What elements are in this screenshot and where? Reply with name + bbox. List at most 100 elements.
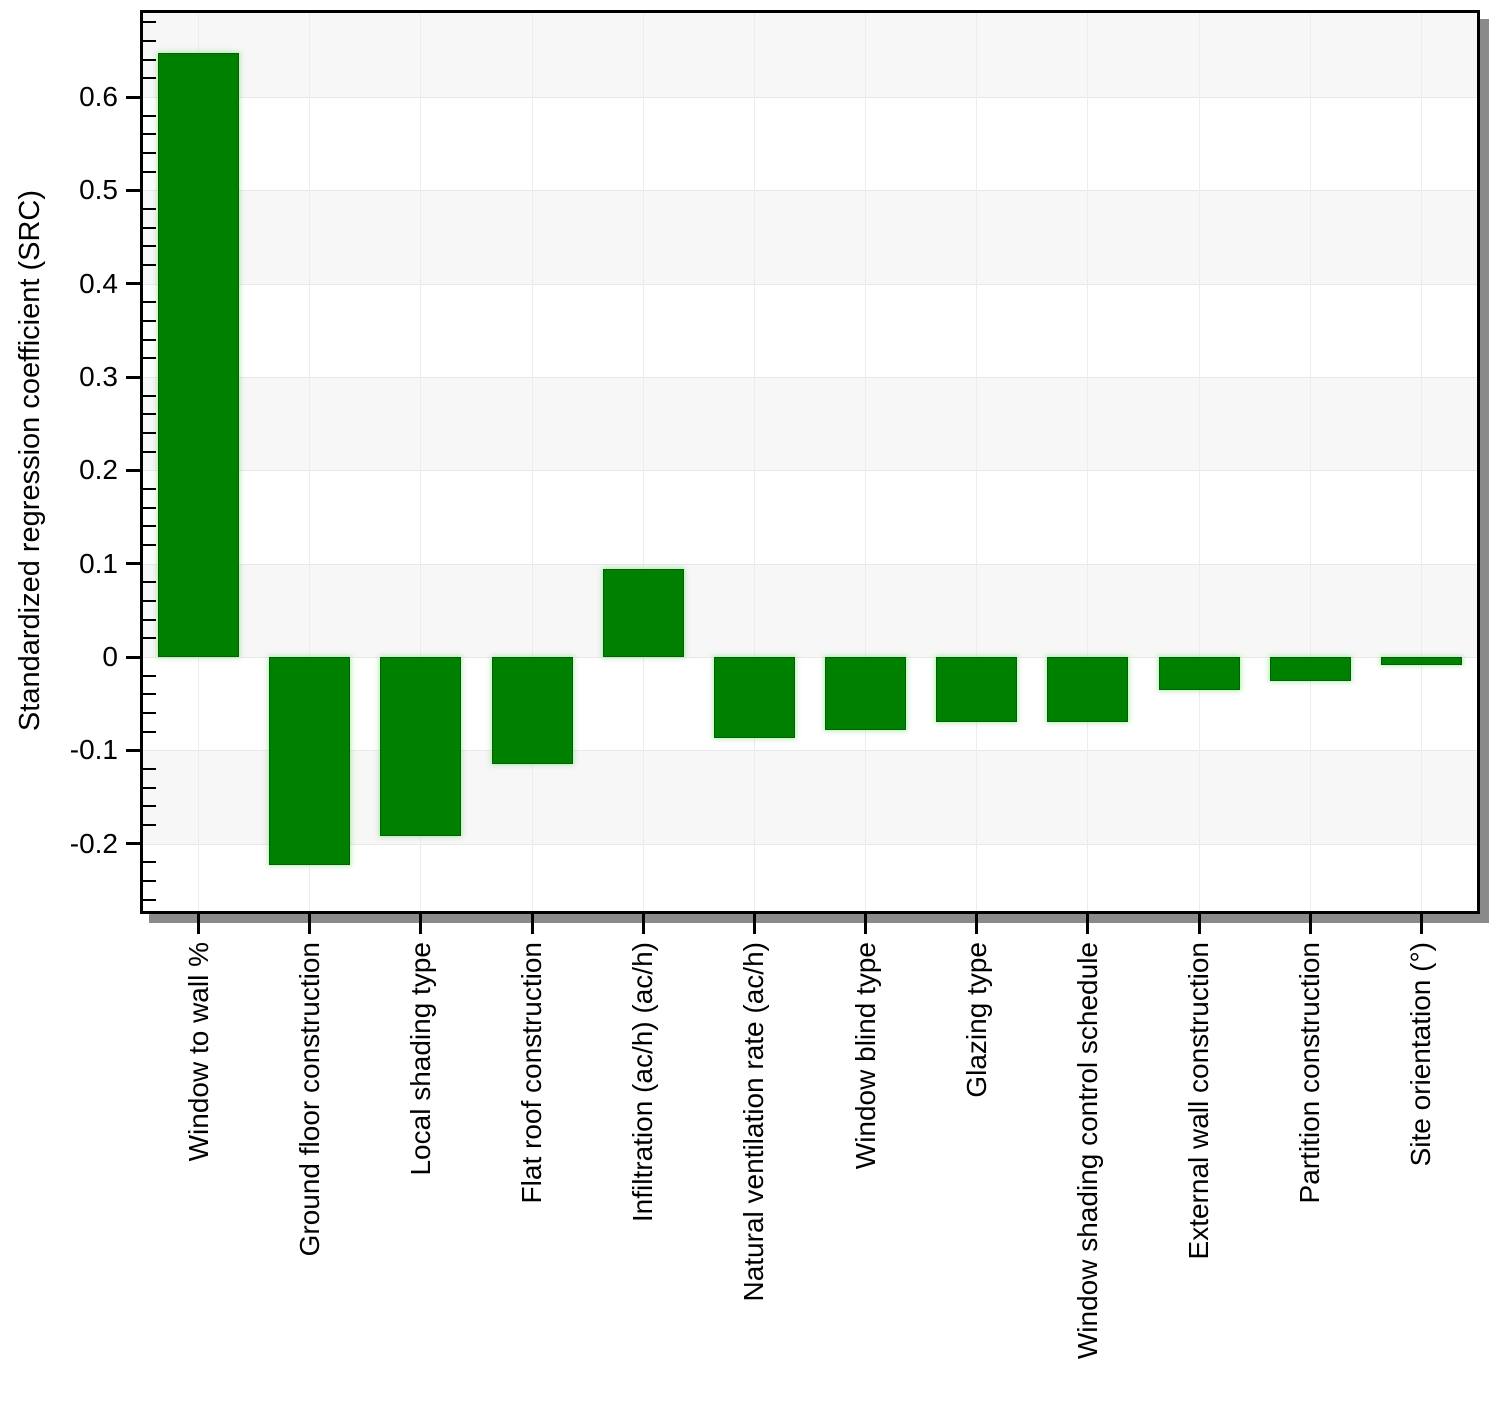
- y-minor-tick: [143, 674, 156, 677]
- x-major-tick: [641, 914, 645, 934]
- y-major-tick: [126, 95, 140, 99]
- y-minor-tick: [143, 581, 156, 584]
- x-category-label: External wall construction: [1183, 942, 1215, 1260]
- y-tick-label: 0.3: [79, 361, 118, 393]
- x-category-label: Flat roof construction: [516, 942, 548, 1204]
- h-gridline: [143, 97, 1477, 98]
- y-minor-tick: [143, 264, 156, 267]
- y-major-tick: [126, 375, 140, 379]
- h-gridline: [143, 657, 1477, 659]
- v-gridline: [753, 13, 755, 911]
- h-gridline: [143, 843, 1477, 845]
- h-gridline: [143, 750, 1477, 752]
- v-gridline: [976, 13, 978, 911]
- h-gridline: [143, 377, 1477, 379]
- v-gridline: [1087, 13, 1089, 911]
- y-minor-tick: [143, 245, 156, 248]
- y-minor-tick: [143, 114, 156, 117]
- plot-area: [140, 10, 1480, 914]
- y-major-tick: [126, 748, 140, 752]
- y-minor-tick: [143, 152, 156, 155]
- y-minor-tick: [143, 170, 156, 173]
- y-minor-tick: [143, 768, 156, 771]
- h-gridline: [143, 190, 1477, 192]
- y-minor-tick: [143, 805, 156, 808]
- y-minor-tick: [143, 58, 156, 61]
- y-minor-tick: [143, 618, 156, 621]
- x-major-tick: [864, 914, 868, 934]
- x-category-label: Local shading type: [404, 942, 436, 1176]
- x-major-tick: [1419, 914, 1423, 934]
- bar: [1158, 657, 1240, 690]
- y-minor-tick: [143, 861, 156, 864]
- y-major-tick: [126, 468, 140, 472]
- bar: [602, 569, 684, 658]
- x-category-label: Window blind type: [849, 942, 881, 1170]
- x-major-tick: [1308, 914, 1312, 934]
- y-tick-label: -0.1: [69, 734, 118, 766]
- bar: [1380, 657, 1462, 666]
- y-major-tick: [126, 188, 140, 192]
- y-minor-tick: [143, 730, 156, 733]
- y-minor-tick: [143, 600, 156, 603]
- bar: [269, 657, 351, 866]
- y-minor-tick: [143, 637, 156, 640]
- bar: [158, 53, 240, 658]
- y-minor-tick: [143, 786, 156, 789]
- x-major-tick: [752, 914, 756, 934]
- y-minor-tick: [143, 208, 156, 211]
- bar: [1047, 657, 1129, 723]
- y-minor-tick: [143, 21, 156, 24]
- y-major-tick: [126, 655, 140, 659]
- y-minor-tick: [143, 450, 156, 453]
- grid-band: [143, 377, 1477, 471]
- v-gridline: [1309, 13, 1311, 911]
- bar: [936, 657, 1018, 722]
- v-gridline: [531, 13, 533, 911]
- grid-band: [143, 750, 1477, 844]
- v-gridline: [865, 13, 867, 911]
- y-minor-tick: [143, 525, 156, 528]
- x-major-tick: [308, 914, 312, 934]
- x-major-tick: [975, 914, 979, 934]
- bar: [713, 657, 795, 739]
- y-tick-label: 0.6: [79, 81, 118, 112]
- y-tick-label: 0.4: [79, 267, 118, 299]
- y-major-tick: [126, 842, 140, 846]
- y-minor-tick: [143, 413, 156, 416]
- y-minor-tick: [143, 357, 156, 360]
- grid-band: [143, 13, 1477, 97]
- y-tick-label: 0.5: [79, 174, 118, 206]
- x-category-label: Window shading control schedule: [1071, 942, 1103, 1360]
- y-tick-label: -0.2: [69, 827, 118, 859]
- bar: [1269, 657, 1351, 682]
- y-major-tick: [126, 562, 140, 566]
- y-minor-tick: [143, 712, 156, 715]
- y-minor-tick: [143, 338, 156, 341]
- h-gridline: [143, 283, 1477, 285]
- x-category-label: Natural ventilation rate (ac/h): [738, 942, 770, 1302]
- grid-band: [143, 563, 1477, 658]
- y-minor-tick: [143, 432, 156, 435]
- y-minor-tick: [143, 544, 156, 547]
- bar: [825, 657, 907, 730]
- v-gridline: [1420, 13, 1422, 911]
- y-minor-tick: [143, 898, 156, 901]
- y-minor-tick: [143, 488, 156, 491]
- bar: [380, 657, 462, 837]
- y-tick-label: 0.2: [79, 454, 118, 486]
- x-category-label: Site orientation (°): [1405, 942, 1437, 1167]
- y-minor-tick: [143, 320, 156, 323]
- x-category-label: Infiltration (ac/h) (ac/h): [627, 942, 659, 1223]
- y-minor-tick: [143, 693, 156, 696]
- h-gridline: [143, 470, 1477, 472]
- x-major-tick: [419, 914, 423, 934]
- v-gridline: [420, 13, 422, 911]
- x-category-label: Glazing type: [960, 942, 992, 1098]
- v-gridline: [1198, 13, 1200, 911]
- y-minor-tick: [143, 824, 156, 827]
- x-major-tick: [1197, 914, 1201, 934]
- x-category-label: Partition construction: [1294, 942, 1326, 1204]
- y-tick-label: 0.1: [79, 547, 118, 579]
